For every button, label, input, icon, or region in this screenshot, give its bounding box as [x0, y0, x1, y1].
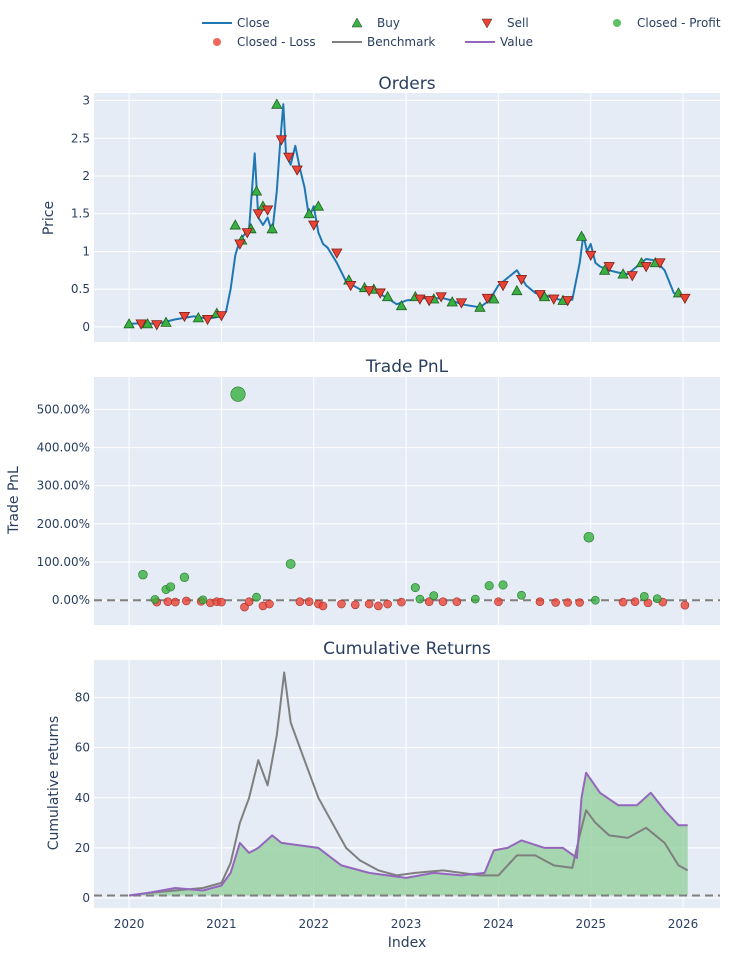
closed-loss-point [536, 598, 544, 606]
x-tick-label: 2021 [206, 917, 237, 931]
y-tick-label: 1.5 [71, 207, 90, 221]
closed-loss-point [171, 598, 179, 606]
legend-label-closed-loss: Closed - Loss [237, 35, 316, 49]
y-tick-label: 0.5 [71, 282, 90, 296]
closed-loss-point [351, 601, 359, 609]
figure: Close Buy Sell Closed - Profit Closed - Loss… [0, 0, 750, 960]
legend-label-sell: Sell [507, 16, 529, 30]
x-tick-label: 2023 [391, 917, 422, 931]
y-tick-label: 80 [75, 691, 90, 705]
closed-loss-point [305, 598, 313, 606]
legend-swatch-closed-profit [613, 19, 621, 27]
y-tick-label: 0 [82, 891, 90, 905]
x-tick-label: 2026 [668, 917, 699, 931]
cumulative-returns-panel: Cumulative Returns Cumulative returns In… [46, 639, 720, 951]
orders-panel: Orders Price 0 0.5 1 1.5 2 2.5 3 [41, 74, 720, 342]
legend-swatch-closed-loss [213, 38, 221, 46]
closed-loss-point [374, 602, 382, 610]
y-tick-label: 500.00% [37, 402, 90, 416]
x-axis-title: Index [388, 935, 427, 951]
y-tick-label: 3 [82, 94, 90, 108]
closed-loss-point [564, 598, 572, 606]
closed-profit-point [252, 593, 260, 601]
legend-label-benchmark: Benchmark [367, 35, 435, 49]
legend-label-value: Value [500, 35, 533, 49]
closed-profit-point [411, 583, 419, 591]
closed-profit-point [231, 387, 245, 401]
closed-loss-point [397, 598, 405, 606]
y-tick-label: 20 [75, 841, 90, 855]
closed-loss-point [552, 598, 560, 606]
closed-profit-point [139, 570, 148, 579]
y-tick-label: 60 [75, 741, 90, 755]
closed-loss-point [319, 602, 327, 610]
closed-loss-point [296, 598, 304, 606]
closed-loss-point [217, 598, 225, 606]
closed-loss-point [576, 598, 584, 606]
closed-loss-point [619, 598, 627, 606]
y-tick-label: 2 [82, 169, 90, 183]
closed-loss-point [439, 598, 447, 606]
cumulative-returns-ylabel: Cumulative returns [46, 716, 62, 850]
closed-loss-point [453, 598, 461, 606]
closed-loss-point [365, 600, 373, 608]
plot-area-2 [94, 377, 720, 625]
legend-label-closed-profit: Closed - Profit [637, 16, 721, 30]
plot-area-1 [94, 93, 720, 342]
closed-profit-point [499, 581, 507, 589]
y-tick-label: 0 [82, 320, 90, 334]
x-tick-label: 2020 [114, 917, 145, 931]
legend[interactable]: Close Buy Sell Closed - Profit Closed - Loss… [202, 16, 721, 49]
y-tick-label: 0.00% [52, 593, 90, 607]
orders-title: Orders [378, 74, 435, 94]
trade-pnl-ylabel: Trade PnL [6, 466, 22, 535]
x-tick-label: 2022 [298, 917, 329, 931]
closed-profit-point [180, 573, 189, 582]
x-tick-label: 2024 [483, 917, 514, 931]
legend-label-close: Close [237, 16, 270, 30]
legend-swatch-buy [352, 18, 362, 27]
closed-profit-point [640, 592, 648, 600]
closed-profit-point [430, 592, 438, 600]
closed-profit-point [286, 559, 295, 568]
closed-profit-point [151, 595, 159, 603]
cumulative-returns-title: Cumulative Returns [323, 639, 491, 659]
closed-loss-point [384, 600, 392, 608]
closed-loss-point [494, 598, 502, 606]
closed-loss-point [681, 601, 689, 609]
closed-loss-point [265, 600, 273, 608]
legend-swatch-sell [482, 19, 492, 28]
closed-profit-point [471, 595, 479, 603]
closed-profit-point [653, 595, 661, 603]
y-tick-label: 400.00% [37, 441, 90, 455]
closed-profit-point [199, 596, 207, 604]
closed-profit-point [591, 596, 599, 604]
orders-ylabel: Price [41, 201, 57, 235]
closed-loss-point [631, 598, 639, 606]
trade-pnl-panel: Trade PnL Trade PnL 0.00% 100.00% 200.00% 3… [6, 357, 720, 625]
y-tick-label: 200.00% [37, 517, 90, 531]
legend-label-buy: Buy [377, 16, 400, 30]
closed-profit-point [517, 591, 525, 599]
closed-profit-point [166, 583, 174, 591]
closed-profit-point [485, 581, 493, 589]
y-tick-label: 100.00% [37, 555, 90, 569]
y-tick-label: 40 [75, 791, 90, 805]
y-tick-label: 1 [82, 244, 90, 258]
x-tick-label: 2025 [575, 917, 606, 931]
closed-loss-point [245, 598, 253, 606]
closed-profit-point [584, 532, 594, 542]
closed-profit-point [416, 595, 424, 603]
closed-loss-point [337, 600, 345, 608]
y-tick-label: 300.00% [37, 479, 90, 493]
closed-loss-point [182, 597, 190, 605]
closed-loss-point [164, 598, 172, 606]
y-tick-label: 2.5 [71, 131, 90, 145]
trade-pnl-title: Trade PnL [365, 357, 449, 377]
